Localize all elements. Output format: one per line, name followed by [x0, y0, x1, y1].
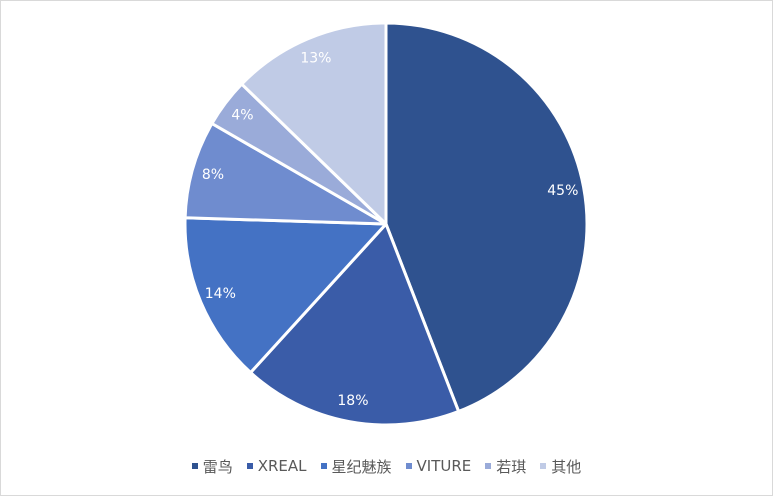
legend-item-0: 雷鸟 [191, 456, 233, 477]
slice-label-5: 13% [300, 50, 331, 66]
legend-swatch-1 [246, 463, 253, 469]
legend-swatch-2 [320, 463, 327, 469]
legend-label-5: 其他 [551, 457, 582, 476]
chart-legend: 雷鸟 XREAL 星纪魅族 VITURE 若琪 其他 [0, 454, 773, 478]
slice-label-2: 14% [205, 286, 236, 302]
pie-slices [183, 21, 589, 427]
legend-swatch-0 [191, 463, 198, 469]
legend-item-2: 星纪魅族 [320, 456, 392, 477]
pie-labels: 45% 18% 14% 8% 4% 13% [202, 50, 579, 408]
legend-label-3: VITURE [416, 457, 472, 475]
legend-label-1: XREAL [257, 457, 307, 475]
slice-label-0: 45% [547, 183, 578, 199]
slice-label-4: 4% [231, 108, 253, 124]
legend-swatch-5 [540, 463, 547, 469]
legend-label-0: 雷鸟 [202, 457, 233, 476]
legend-swatch-4 [485, 463, 492, 469]
legend-label-2: 星纪魅族 [331, 457, 392, 476]
pie-slice-0 [384, 21, 589, 413]
legend-swatch-3 [405, 463, 412, 469]
legend-item-3: VITURE [405, 457, 472, 475]
slice-label-1: 18% [337, 393, 368, 409]
pie-slice-3 [183, 122, 388, 226]
legend-item-5: 其他 [540, 456, 581, 477]
legend-item-1: XREAL [246, 457, 307, 475]
pie-slice-1 [249, 222, 461, 427]
slice-label-3: 8% [202, 167, 224, 183]
legend-label-4: 若琪 [496, 457, 527, 476]
pie-slice-2 [183, 216, 388, 375]
legend-item-4: 若琪 [485, 456, 526, 477]
pie-chart: 45% 18% 14% 8% 4% 13% [183, 21, 589, 427]
pie-slice-5 [240, 21, 388, 226]
